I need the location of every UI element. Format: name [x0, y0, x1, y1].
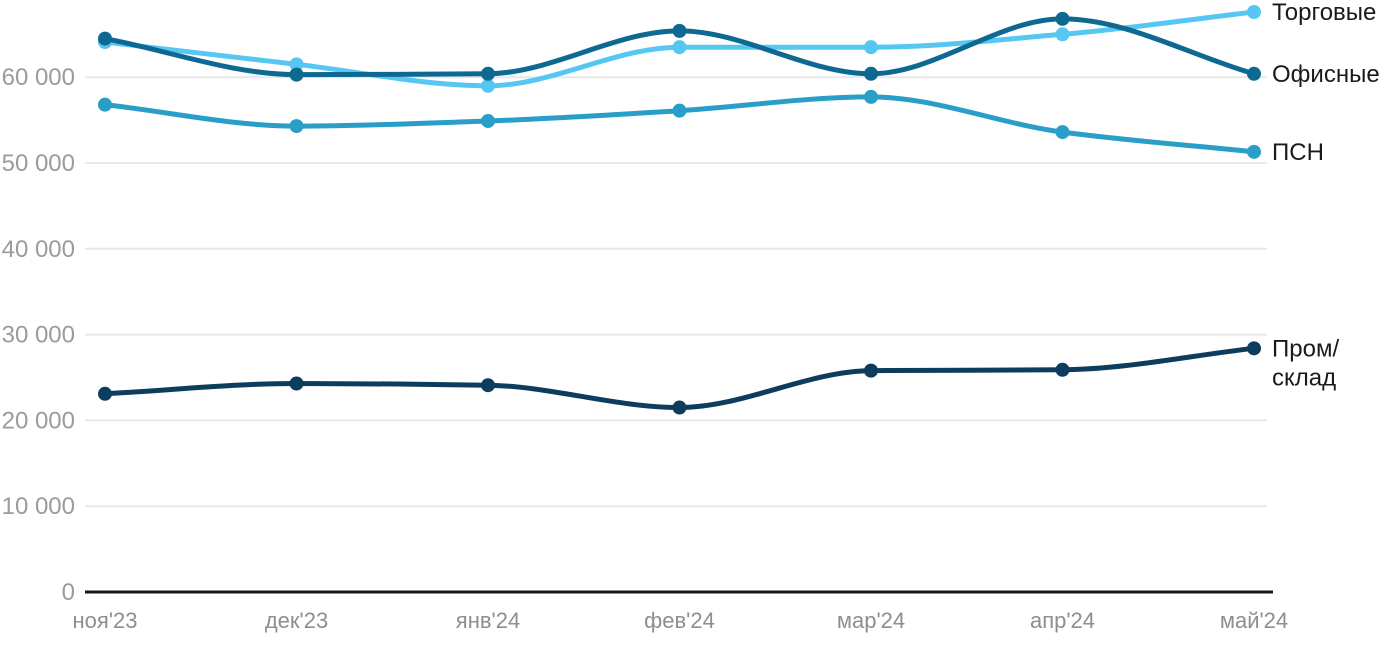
x-tick-label: янв'24 [456, 608, 520, 633]
series-point-prom-sklad [481, 378, 495, 393]
series-point-prom-sklad [672, 400, 687, 415]
x-tick-label: апр'24 [1030, 608, 1095, 633]
series-point-prom-sklad [289, 376, 304, 391]
series-point-prom-sklad [1247, 341, 1261, 356]
series-point-torgovye [864, 40, 878, 55]
series-point-psn [672, 103, 687, 118]
series-point-ofisnye [289, 67, 304, 82]
series-label-prom-sklad: Пром/склад [1272, 335, 1339, 391]
y-tick-label: 20 000 [2, 407, 75, 434]
series-point-prom-sklad [98, 386, 112, 401]
x-tick-label: мар'24 [837, 608, 905, 633]
x-tick-label: фев'24 [644, 608, 715, 633]
series-point-ofisnye [1247, 66, 1261, 81]
series-point-psn [481, 113, 495, 128]
y-tick-label: 30 000 [2, 322, 75, 349]
series-point-ofisnye [481, 66, 495, 81]
y-tick-label: 50 000 [2, 150, 75, 177]
x-tick-label: май'24 [1220, 608, 1288, 633]
series-point-torgovye [1247, 4, 1261, 19]
y-tick-label: 10 000 [2, 493, 75, 520]
series-label-psn: ПСН [1272, 139, 1324, 166]
series-point-prom-sklad [864, 363, 878, 378]
series-point-ofisnye [1055, 11, 1070, 26]
series-point-torgovye [1055, 27, 1070, 42]
y-tick-label: 40 000 [2, 236, 75, 263]
series-point-torgovye [289, 57, 304, 72]
series-label-ofisnye: Офисные [1272, 61, 1380, 88]
series-point-torgovye [672, 40, 687, 55]
series-point-psn [289, 119, 304, 134]
series-label-torgovye: Торговые [1272, 0, 1376, 26]
series-point-psn [1247, 144, 1261, 159]
x-tick-label: ноя'23 [73, 608, 138, 633]
series-point-torgovye [481, 78, 495, 93]
x-tick-label: дек'23 [265, 608, 328, 633]
series-point-ofisnye [98, 31, 112, 46]
y-tick-label: 0 [62, 579, 75, 606]
series-point-ofisnye [864, 66, 878, 81]
series-line-prom-sklad [102, 345, 1257, 410]
series-point-psn [98, 97, 112, 112]
series-point-ofisnye [672, 23, 687, 38]
series-point-psn [864, 89, 878, 104]
series-point-psn [1055, 125, 1070, 140]
y-tick-label: 60 000 [2, 64, 75, 91]
series-point-prom-sklad [1055, 362, 1070, 377]
